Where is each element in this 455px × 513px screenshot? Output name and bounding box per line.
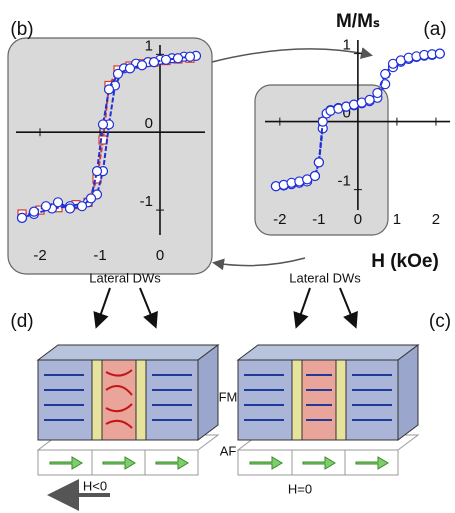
charts: -2 -1 0 1 2 -1 0 1 (a) M/Mₛ H (kOe) -2 -1 0 -1 0 1 (b) [10,11,450,272]
data-point [64,203,76,214]
x-tick-label: 1 [393,211,401,228]
data-point [372,87,383,99]
data-point [380,68,391,80]
data-point [184,51,196,62]
fm-label: FM [219,389,238,404]
zoom-box-b [7,37,213,275]
data-point [309,170,321,182]
data-point [52,197,64,208]
x-tick-label: 2 [432,211,440,228]
data-point [76,201,88,212]
y-axis-label: M/Mₛ [336,11,380,32]
data-point [112,68,124,79]
data-point [97,119,109,130]
data-point [317,116,328,127]
zoom-connector [212,257,306,271]
y-tick-label: 1 [343,37,351,54]
data-point [40,201,52,212]
y-tick-label: 0 [145,115,153,132]
field-label: H=0 [288,481,312,496]
x-tick-label: 0 [156,247,164,264]
x-tick-label: -2 [273,211,286,228]
y-tick-label: -1 [338,173,351,190]
walls-label: Lateral DWs [89,270,161,285]
data-point [28,206,40,217]
x-tick-label: -1 [93,247,106,264]
x-tick-label: -2 [33,247,46,264]
x-tick-label: -1 [312,211,325,228]
y-tick-label: 1 [145,37,153,54]
panel-label: (d) [10,311,33,332]
field-label: H<0 [83,478,107,493]
af-label: AF [220,443,237,458]
x-axis-label: H (kOe) [371,251,439,272]
data-point [364,94,375,105]
data-point [103,84,115,95]
walls-label: Lateral DWs [289,270,361,285]
data-point [124,63,136,74]
data-point [434,48,445,59]
zoom-connector [211,47,373,63]
y-tick-label: -1 [140,193,153,210]
panel-label: (a) [423,19,446,40]
diagram-d [36,287,220,511]
x-tick-label: 0 [354,211,362,228]
data-point [85,193,97,204]
data-point [148,57,160,68]
panel-label: (b) [10,19,33,40]
data-point [91,166,103,177]
y-tick-label: 0 [343,105,351,122]
data-point [160,54,172,65]
data-point [16,212,28,223]
data-point [172,53,184,64]
diagram-c [236,287,420,476]
panel-label: (c) [429,311,451,332]
data-point [136,60,148,71]
data-point [313,157,324,168]
